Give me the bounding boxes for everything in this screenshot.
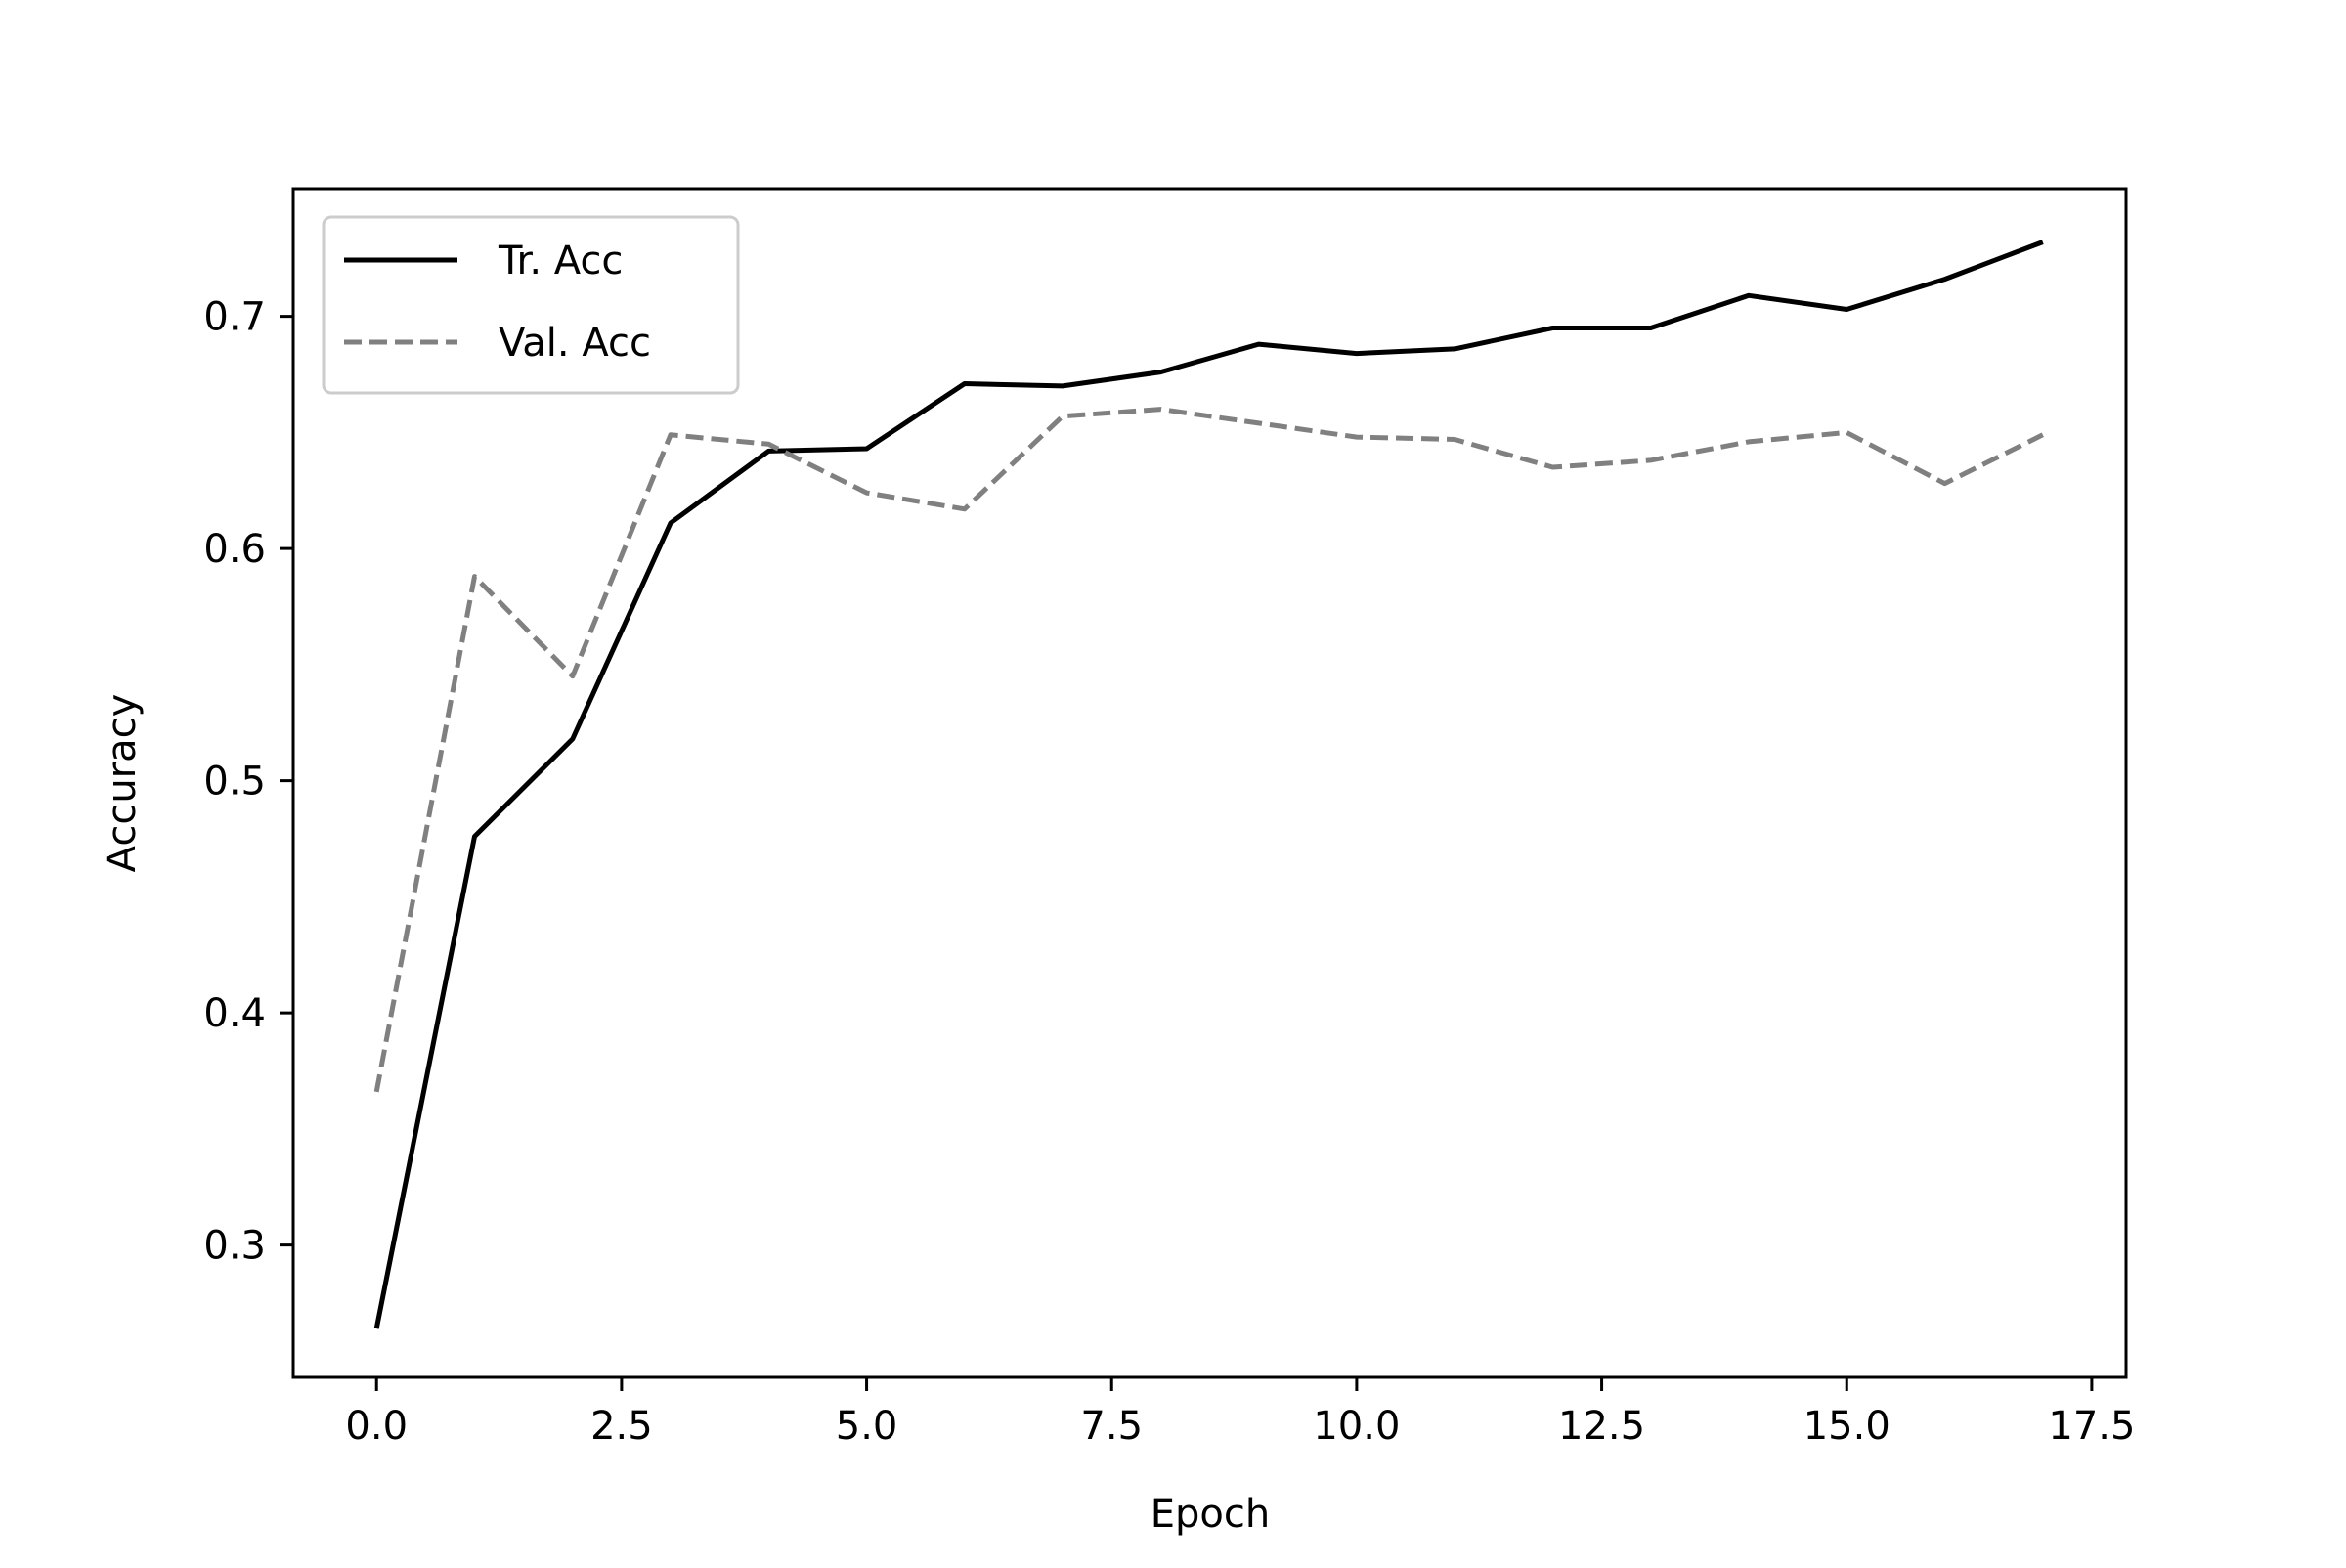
x-axis-ticks: 0.0 2.5 5.0 7.5 10.0 12.5 15.0 17.5 <box>345 1377 2135 1449</box>
x-tick-label: 12.5 <box>1558 1404 1645 1449</box>
y-tick-label: 0.6 <box>203 527 266 572</box>
x-tick-label: 5.0 <box>836 1404 898 1449</box>
x-axis-label: Epoch <box>1151 1492 1270 1537</box>
series-line-train-accuracy <box>373 240 2044 1329</box>
legend: Tr. Acc Val. Acc <box>322 215 740 395</box>
y-tick-label: 0.5 <box>203 760 266 805</box>
x-tick-label: 17.5 <box>2048 1404 2135 1449</box>
y-tick-label: 0.7 <box>203 295 266 340</box>
y-tick-label: 0.4 <box>203 991 266 1036</box>
y-axis-label: Accuracy <box>100 694 145 873</box>
y-axis-ticks: 0.3 0.4 0.5 0.6 0.7 <box>203 295 293 1269</box>
x-tick-label: 2.5 <box>590 1404 653 1449</box>
legend-label: Val. Acc <box>499 321 651 366</box>
series-line-validation-accuracy <box>373 407 2044 1093</box>
y-tick-label: 0.3 <box>203 1224 266 1269</box>
plot-area <box>373 240 2044 1329</box>
legend-label: Tr. Acc <box>498 239 623 283</box>
x-tick-label: 10.0 <box>1313 1404 1400 1449</box>
x-tick-label: 7.5 <box>1080 1404 1143 1449</box>
axes-frame <box>291 187 2128 1379</box>
x-tick-label: 0.0 <box>345 1404 408 1449</box>
x-tick-label: 15.0 <box>1803 1404 1890 1449</box>
